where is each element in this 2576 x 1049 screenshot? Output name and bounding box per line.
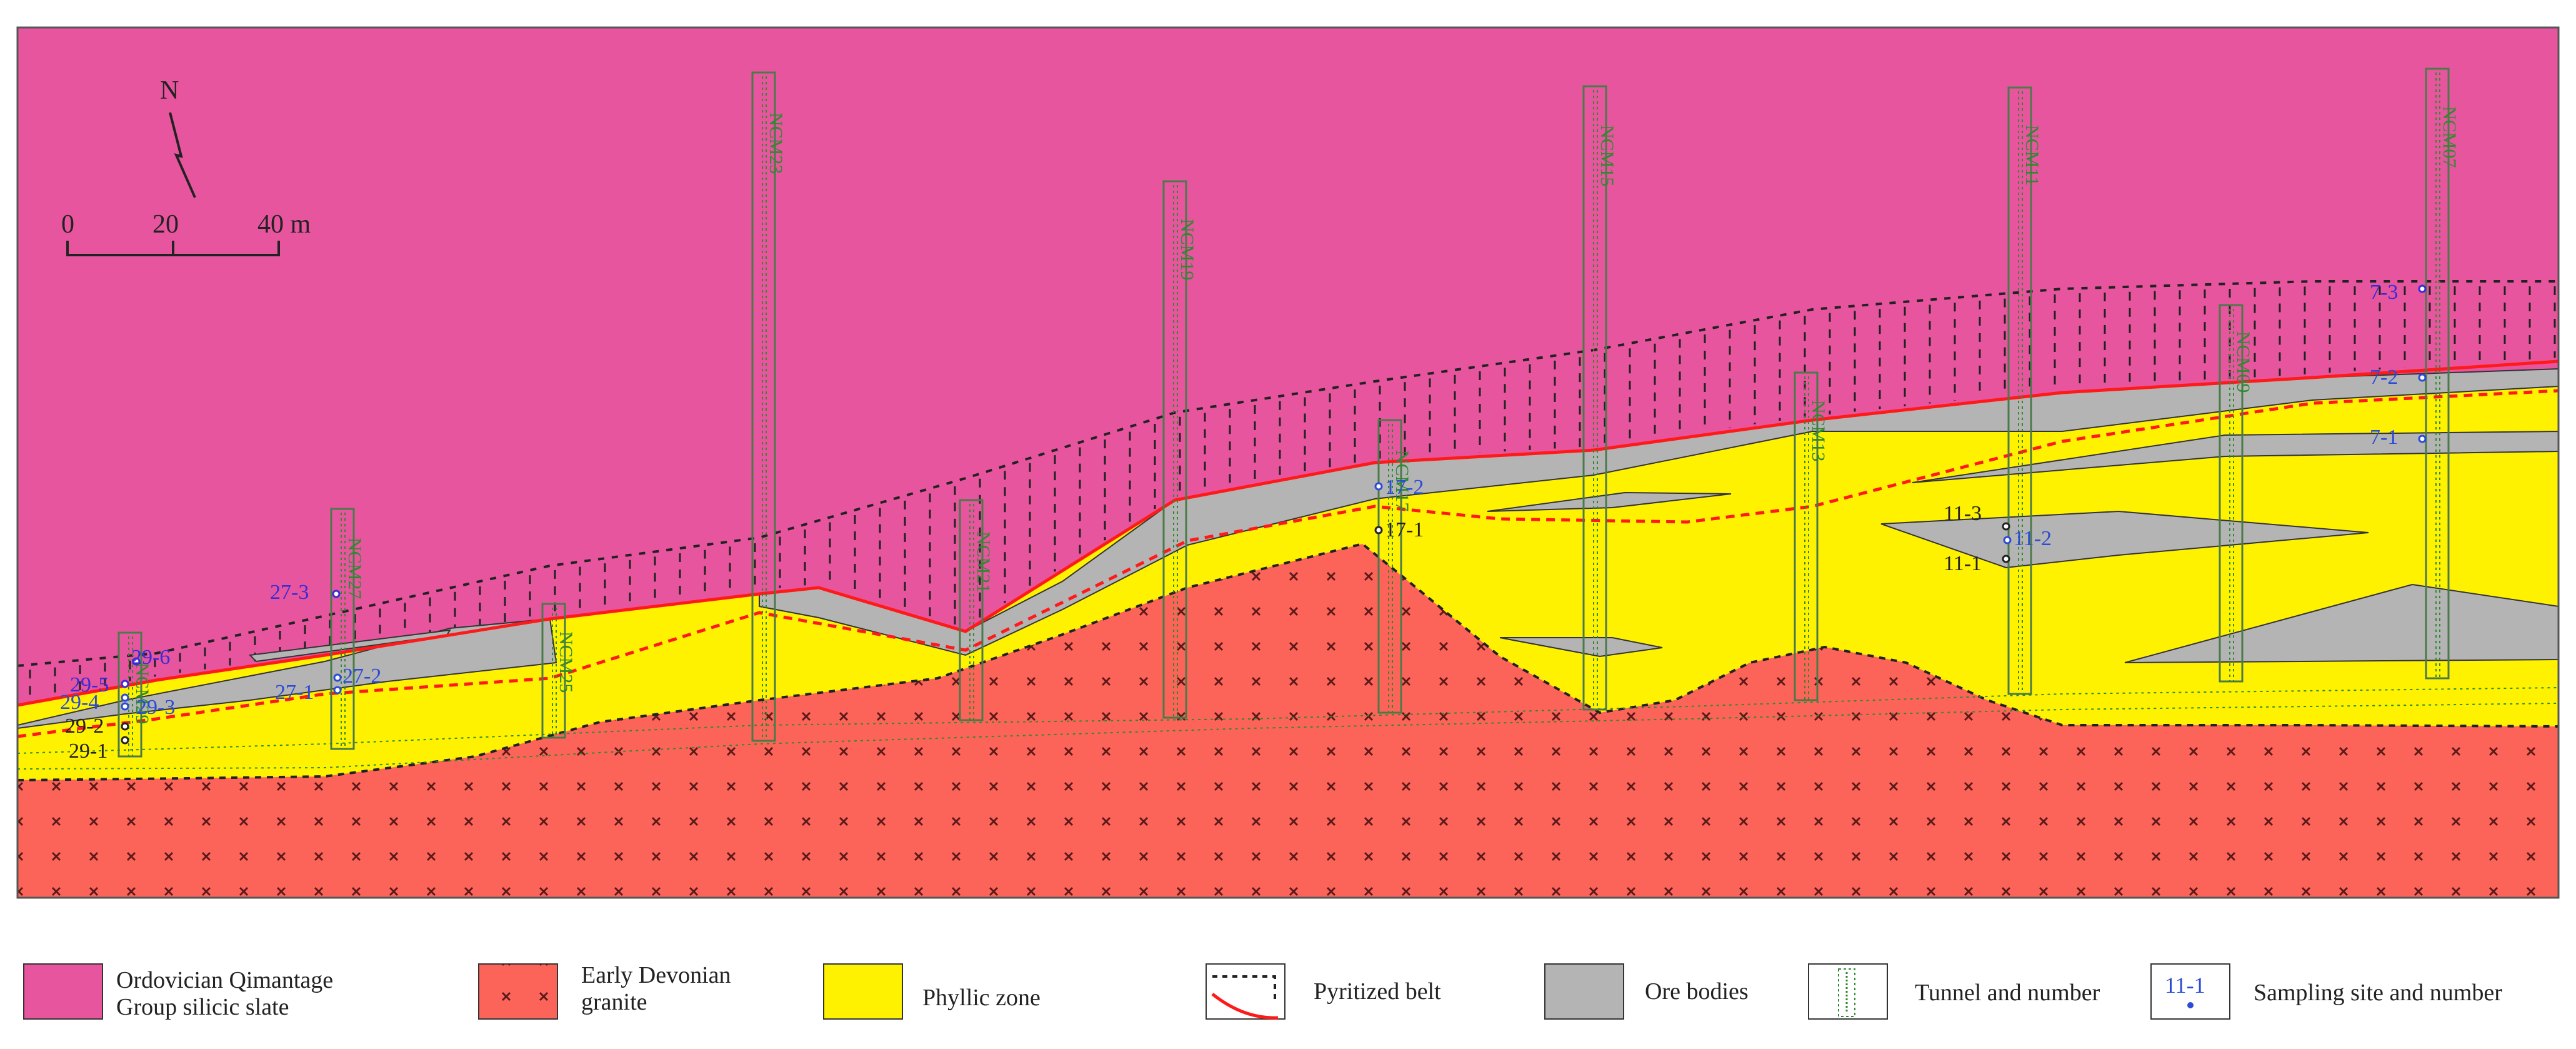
tunnel-ncm19: NCM19 — [1162, 180, 1197, 719]
sample-17-2: 17-2 — [1374, 476, 1424, 499]
tunnel-label: NCM25 — [556, 631, 576, 693]
tunnel-ncm13: NCM13 — [1794, 371, 1829, 701]
tunnel-label: NCM17 — [1392, 450, 1412, 511]
svg-text:29-2: 29-2 — [65, 715, 104, 738]
legend-slate-line1: Ordovician Qimantage — [116, 967, 333, 993]
svg-text:27-2: 27-2 — [342, 665, 381, 688]
svg-text:27-3: 27-3 — [270, 581, 309, 604]
sample-7-3: 7-3 — [2370, 281, 2427, 304]
sample-29-6: 29-6 — [131, 646, 170, 669]
pyrite-top-line — [17, 280, 2559, 667]
tunnel-ncm17: NCM17 — [1377, 419, 1412, 714]
tunnel-label: NCM13 — [1808, 400, 1829, 461]
tunnel-ncm21: NCM21 — [959, 499, 994, 721]
legend-ore-swatch — [1544, 963, 1624, 1020]
tunnel-ncm27: NCM27 — [330, 508, 365, 750]
sample-29-1: 29-1 — [69, 736, 129, 763]
svg-text:11-2: 11-2 — [2014, 527, 2052, 550]
legend-pyrite-swatch — [1206, 963, 1286, 1020]
scale-bar: 0 20 40 m — [61, 210, 311, 256]
legend-sampling-example: 11-1 — [2165, 973, 2205, 998]
svg-text:11-1: 11-1 — [1944, 552, 1982, 575]
sample-29-3: 29-3 — [121, 696, 175, 719]
legend-granite-line1: Early Devonian — [581, 962, 731, 988]
sample-29-5: 29-5 — [70, 673, 129, 696]
tunnel-ncm09: NCM09 — [2219, 304, 2254, 683]
sample-11-1: 11-1 — [1944, 552, 2010, 575]
svg-text:29-3: 29-3 — [136, 696, 175, 719]
tunnel-ncm11: NCM11 — [2007, 86, 2042, 695]
tunnel-label: NCM29 — [132, 663, 152, 724]
legend-pyrite-label: Pyritized belt — [1314, 978, 1441, 1005]
tunnel-ncm29: NCM29 — [117, 631, 152, 758]
tunnel-label: NCM15 — [1597, 125, 1617, 186]
legend-slate-swatch — [23, 963, 103, 1020]
svg-text:7-3: 7-3 — [2370, 281, 2398, 304]
sample-11-2: 11-2 — [2003, 527, 2052, 550]
tunnel-ncm23: NCM23 — [751, 71, 786, 742]
sample-7-1: 7-1 — [2370, 426, 2427, 449]
scale-tick-0: 0 — [61, 210, 74, 239]
svg-text:17-1: 17-1 — [1385, 518, 1424, 541]
tunnel-ncm25: NCM25 — [541, 603, 576, 739]
sample-29-2: 29-2 — [65, 715, 129, 738]
legend: Ordovician Qimantage Group silicic slate… — [23, 962, 2502, 1020]
scale-tick-40: 40 m — [257, 210, 311, 239]
tunnel-ncm07: NCM07 — [2425, 68, 2460, 680]
sample-17-1: 17-1 — [1374, 518, 1424, 541]
north-arrow: N — [160, 76, 196, 198]
legend-sampling-label: Sampling site and number — [2254, 980, 2502, 1006]
svg-text:29-1: 29-1 — [69, 740, 107, 763]
svg-text:11-3: 11-3 — [1944, 502, 1982, 525]
svg-text:27-1: 27-1 — [275, 681, 314, 704]
tunnel-label: NCM23 — [766, 113, 786, 174]
granite-contact-line — [17, 542, 2559, 781]
legend-ore-label: Ore bodies — [1645, 978, 1749, 1005]
legend-tunnel-swatch — [1808, 963, 1888, 1020]
legend-phyllic-label: Phyllic zone — [922, 985, 1041, 1011]
sample-29-4: 29-4 — [60, 691, 129, 714]
sample-27-1: 27-1 — [275, 681, 342, 704]
section-frame — [16, 26, 2560, 899]
legend-phyllic-swatch — [823, 963, 903, 1020]
svg-text:17-2: 17-2 — [1385, 476, 1424, 499]
legend-granite-line2: granite — [581, 989, 647, 1015]
svg-text:29-4: 29-4 — [60, 691, 99, 714]
tunnel-label: NCM11 — [2022, 125, 2042, 186]
tunnel-ncm15: NCM15 — [1582, 85, 1617, 711]
tunnel-label: NCM09 — [2233, 331, 2254, 393]
tunnel-label: NCM27 — [344, 538, 365, 599]
svg-text:7-1: 7-1 — [2370, 426, 2398, 449]
tunnel-label: NCM07 — [2439, 106, 2460, 168]
legend-tunnel-label: Tunnel and number — [1915, 980, 2100, 1006]
sample-7-2: 7-2 — [2370, 366, 2427, 389]
sample-27-2: 27-2 — [333, 665, 381, 688]
red-dashed-line — [17, 389, 2559, 738]
sample-27-3: 27-3 — [270, 581, 341, 604]
legend-sampling-swatch: 11-1 — [2150, 963, 2230, 1020]
red-contact-line — [17, 359, 2559, 707]
svg-text:7-2: 7-2 — [2370, 366, 2398, 389]
svg-text:29-6: 29-6 — [131, 646, 170, 669]
scale-tick-20: 20 — [152, 210, 179, 239]
svg-text:N: N — [160, 76, 179, 105]
legend-slate-line2: Group silicic slate — [116, 994, 289, 1020]
tunnel-label: NCM21 — [973, 531, 994, 593]
tunnel-label: NCM19 — [1177, 219, 1197, 280]
svg-text:29-5: 29-5 — [70, 673, 109, 696]
sample-11-3: 11-3 — [1944, 502, 2010, 531]
